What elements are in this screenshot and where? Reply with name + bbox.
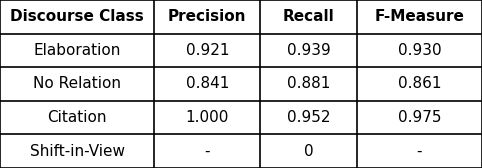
Text: 0.930: 0.930 bbox=[398, 43, 441, 58]
Text: 0.975: 0.975 bbox=[398, 110, 441, 125]
Text: 0.921: 0.921 bbox=[186, 43, 229, 58]
Text: 1.000: 1.000 bbox=[186, 110, 229, 125]
Text: 0.939: 0.939 bbox=[287, 43, 330, 58]
Text: Elaboration: Elaboration bbox=[33, 43, 121, 58]
Text: Citation: Citation bbox=[47, 110, 107, 125]
Text: No Relation: No Relation bbox=[33, 76, 121, 92]
Text: Precision: Precision bbox=[168, 9, 246, 24]
Text: Discourse Class: Discourse Class bbox=[10, 9, 144, 24]
Text: 0.861: 0.861 bbox=[398, 76, 441, 92]
Text: 0.881: 0.881 bbox=[287, 76, 330, 92]
Text: 0.952: 0.952 bbox=[287, 110, 330, 125]
Text: -: - bbox=[416, 144, 422, 159]
Text: -: - bbox=[204, 144, 210, 159]
Text: Recall: Recall bbox=[282, 9, 335, 24]
Text: Shift-in-View: Shift-in-View bbox=[29, 144, 125, 159]
Text: F-Measure: F-Measure bbox=[375, 9, 464, 24]
Text: 0.841: 0.841 bbox=[186, 76, 229, 92]
Text: 0: 0 bbox=[304, 144, 313, 159]
